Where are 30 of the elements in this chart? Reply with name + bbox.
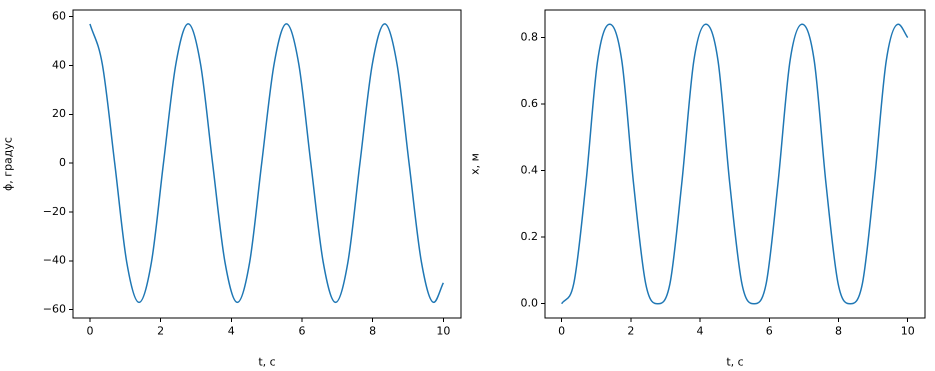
x-tick-label: 6 xyxy=(298,324,306,338)
x-axis-title: t, c xyxy=(726,355,744,368)
x-tick-label: 8 xyxy=(369,324,376,338)
x-tick-label: 4 xyxy=(228,324,235,338)
x-tick-label: 10 xyxy=(436,324,450,338)
y-tick-label: 0.4 xyxy=(520,164,538,177)
x-tick-label: 8 xyxy=(834,324,842,338)
y-tick-label: −60 xyxy=(42,302,66,316)
y-tick-label: 60 xyxy=(52,9,66,22)
y-tick-label: 0 xyxy=(59,156,66,170)
line-series xyxy=(560,24,908,304)
x-tick-label: 2 xyxy=(157,324,164,338)
x-tick-label: 0 xyxy=(86,324,94,338)
y-tick-label: 40 xyxy=(52,58,66,72)
x-tick-label: 6 xyxy=(766,324,773,338)
y-tick-label: 0.2 xyxy=(520,230,538,244)
y-tick-label: 0.0 xyxy=(520,296,538,310)
y-tick-label: 0.8 xyxy=(520,30,538,44)
x-tick-label: 10 xyxy=(900,324,915,338)
x-tick-label: 4 xyxy=(696,324,704,338)
y-tick-label: 0.6 xyxy=(520,96,538,110)
x-tick-label: 2 xyxy=(627,324,634,338)
y-tick-label: 20 xyxy=(52,107,66,120)
y-axis-title: ϕ, градус xyxy=(1,137,14,191)
y-tick-label: −20 xyxy=(42,204,66,218)
y-axis-title: x, м xyxy=(468,153,482,175)
y-tick-label: −40 xyxy=(42,254,66,267)
line-series xyxy=(89,23,444,304)
x-tick-label: 0 xyxy=(558,324,566,338)
x-axis-title: t, c xyxy=(258,355,276,368)
